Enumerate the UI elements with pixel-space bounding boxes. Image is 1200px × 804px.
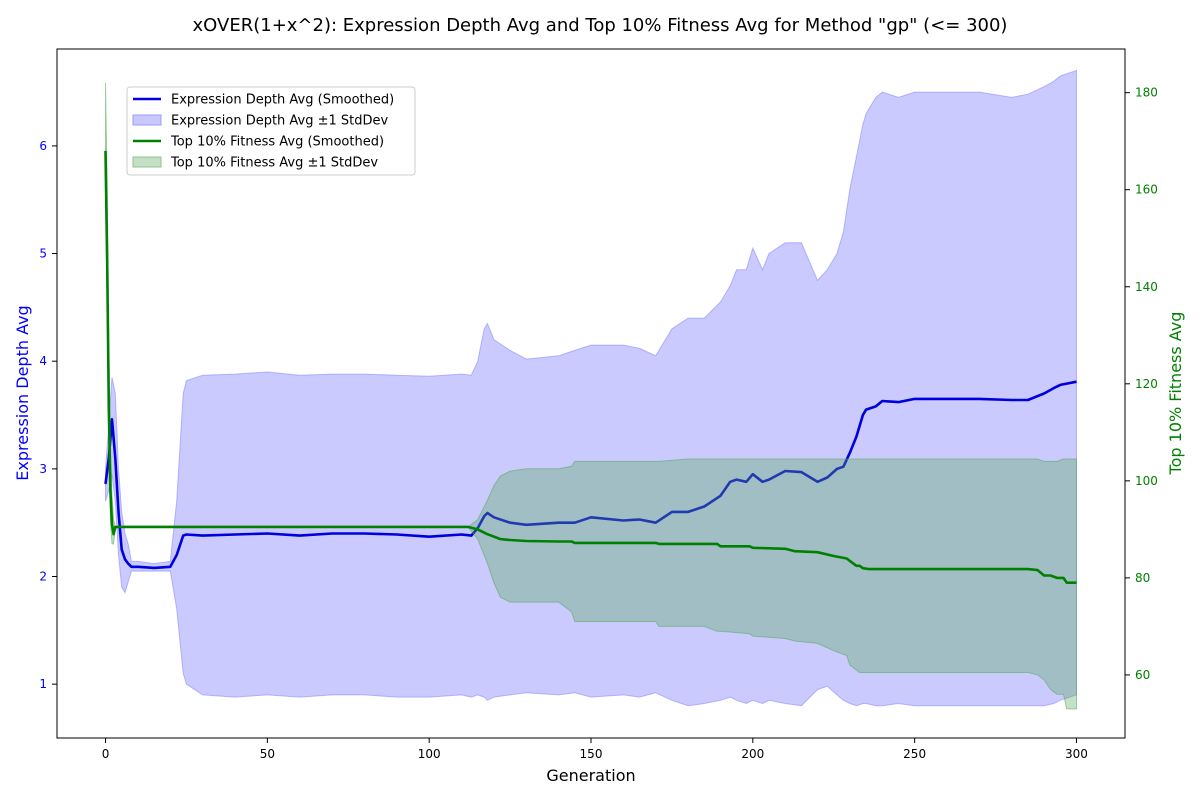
y-right-tick-label: 60 [1135,668,1150,682]
x-tick-label: 300 [1065,747,1088,761]
y-right-tick-label: 160 [1135,183,1158,197]
y-right-tick-label: 140 [1135,280,1158,294]
y-left-tick-label: 6 [39,139,47,153]
x-tick-label: 150 [580,747,603,761]
legend-box [126,86,416,176]
chart-title: xOVER(1+x^2): Expression Depth Avg and T… [193,15,1008,36]
legend-label: Top 10% Fitness Avg (Smoothed) [170,135,384,150]
axes: 0 50 100 150 200 250 300 1 2 3 4 5 6 60 80 100 120 140 160… [39,48,1158,761]
x-tick-label: 0 [102,747,110,761]
y-axis-right-label: Top 10% Fitness Avg [1166,312,1185,476]
legend-label: Expression Depth Avg ±1 StdDev [171,114,389,129]
legend-label: Expression Depth Avg (Smoothed) [171,93,394,108]
y-right-tick-label: 180 [1135,86,1158,100]
y-left-tick-label: 4 [39,354,47,368]
fitness-stddev-band [105,82,1077,710]
y-left-tick-label: 3 [39,462,47,476]
legend-band-swatch [132,114,162,126]
x-tick-label: 200 [741,747,764,761]
legend-band-swatch [132,156,162,168]
y-left-tick-label: 2 [39,570,47,584]
plot-area [104,69,1077,710]
y-axis-left-label: Expression Depth Avg [13,305,32,480]
fitness-smoothed-line [104,150,1077,584]
y-left-tick-label: 1 [39,677,47,691]
y-left-tick-label: 5 [39,247,47,261]
legend: Expression Depth Avg (Smoothed) Expressio… [126,86,416,176]
x-tick-label: 250 [903,747,926,761]
x-tick-label: 100 [418,747,441,761]
x-axis-label: Generation [546,766,635,785]
legend-label: Top 10% Fitness Avg ±1 StdDev [170,156,378,171]
y-right-tick-label: 80 [1135,571,1150,585]
y-right-tick-label: 100 [1135,474,1158,488]
depth-smoothed-line [104,380,1077,570]
x-tick-label: 50 [260,747,275,761]
y-right-tick-label: 120 [1135,377,1158,391]
